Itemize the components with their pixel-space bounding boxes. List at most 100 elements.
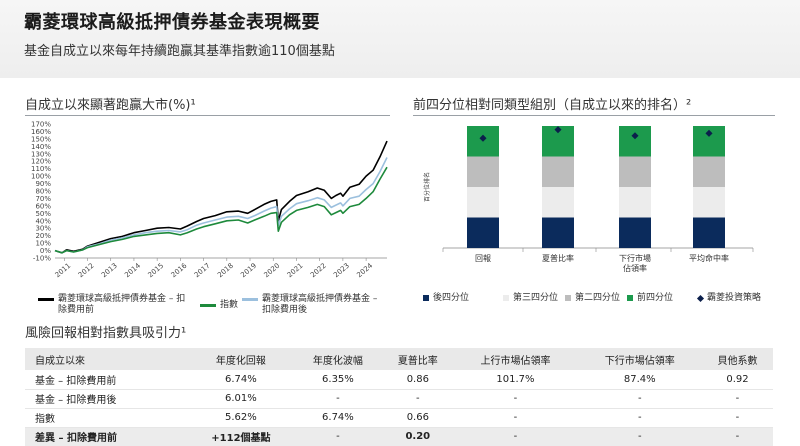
legend-swatch-index bbox=[200, 304, 216, 307]
series-line bbox=[54, 166, 388, 254]
bar-segment bbox=[619, 217, 651, 248]
y-tick-label: 40% bbox=[35, 217, 51, 225]
table-cell: 5.62% bbox=[188, 408, 294, 428]
table-cell: 6.35% bbox=[293, 370, 383, 390]
table-row: 基金 – 扣除費用後 6.01% - - - - - bbox=[25, 389, 773, 409]
legend-swatch-fund-gross bbox=[38, 298, 54, 301]
bar-segment bbox=[467, 187, 499, 218]
bar-chart-title: 前四分位相對同類型組別（自成立以來的排名）² bbox=[413, 98, 692, 113]
x-tick-label: 2024 bbox=[355, 261, 374, 279]
legend-label-q-bottom: 後四分位 bbox=[433, 293, 470, 303]
table-cell: 0.92 bbox=[701, 370, 773, 390]
legend-label-q-top: 前四分位 bbox=[637, 293, 674, 303]
y-tick-label: 100% bbox=[31, 173, 51, 181]
x-tick-label: 2019 bbox=[239, 262, 258, 280]
table-header: 年度化波幅 bbox=[293, 348, 383, 370]
table-cell: - bbox=[382, 389, 454, 409]
y-tick-label: 120% bbox=[31, 158, 51, 166]
bar-segment bbox=[619, 126, 651, 157]
table-cell: 基金 – 扣除費用後 bbox=[25, 389, 189, 409]
y-tick-label: 20% bbox=[35, 232, 51, 240]
category-label: 下行市場 bbox=[619, 253, 651, 263]
x-tick-label: 2012 bbox=[77, 262, 96, 280]
x-tick-label: 2016 bbox=[170, 261, 189, 279]
strategy-marker bbox=[554, 126, 562, 134]
legend-diamond-icon bbox=[696, 294, 705, 303]
legend-label-fund-gross: 霸菱環球高級抵押債券基金 – 扣除費用前 bbox=[58, 294, 186, 315]
table-header: 貝他系數 bbox=[701, 348, 773, 370]
category-label: 佔領率 bbox=[623, 263, 647, 273]
table-cell: - bbox=[453, 389, 578, 409]
legend-marker: 霸菱投資策略 bbox=[696, 293, 761, 304]
category-label: 平均命中率 bbox=[689, 253, 729, 263]
legend-swatch-q-bottom bbox=[423, 295, 429, 301]
x-tick-label: 2021 bbox=[286, 262, 305, 280]
x-tick-label: 2015 bbox=[146, 262, 165, 280]
legend-label-index: 指數 bbox=[220, 300, 239, 310]
series-line bbox=[54, 140, 388, 254]
y-tick-label: 0% bbox=[40, 247, 51, 255]
category-label: 回報 bbox=[475, 254, 491, 263]
strategy-marker bbox=[631, 132, 639, 140]
y-tick-label: 70% bbox=[35, 195, 51, 203]
table-header: 下行市場佔領率 bbox=[577, 348, 702, 370]
legend-q-third: 第三四分位 bbox=[503, 293, 558, 304]
legend-q-second: 第二四分位 bbox=[565, 293, 620, 304]
bar-segment bbox=[619, 187, 651, 218]
table-header: 自成立以來 bbox=[25, 348, 189, 370]
strategy-marker bbox=[705, 129, 713, 137]
page-subtitle: 基金自成立以來每年持續跑贏其基準指數逾110個基點 bbox=[24, 44, 335, 59]
line-chart-divider bbox=[25, 115, 390, 116]
x-tick-label: 2014 bbox=[123, 261, 142, 279]
table-row: 指數 5.62% 6.74% 0.66 - - - bbox=[25, 408, 773, 428]
y-tick-label: 170% bbox=[31, 121, 51, 129]
table-cell: - bbox=[453, 427, 578, 446]
legend-label-q-second: 第二四分位 bbox=[575, 293, 621, 303]
table-cell: 6.01% bbox=[188, 389, 294, 409]
bar-segment bbox=[542, 187, 574, 218]
table-cell: - bbox=[701, 408, 773, 428]
table-cell: 87.4% bbox=[577, 370, 702, 390]
y-axis-label: 百分位排名 bbox=[423, 172, 431, 202]
legend-fund-net: 霸菱環球高級抵押債券基金 – 扣除費用後 bbox=[242, 294, 382, 316]
y-tick-label: 150% bbox=[31, 135, 51, 143]
table-row-difference: 差異 – 扣除費用前 +112個基點 - 0.20 - - - bbox=[25, 427, 773, 446]
table-cell: - bbox=[293, 389, 383, 409]
y-tick-label: 80% bbox=[35, 188, 51, 196]
y-tick-label: -10% bbox=[33, 255, 51, 263]
header: 霸菱環球高級抵押債券基金表現概要 基金自成立以來每年持續跑贏其基準指數逾110個… bbox=[0, 0, 800, 78]
bar-segment bbox=[619, 156, 651, 187]
bar-segment bbox=[693, 217, 725, 248]
line-chart: -10%0%10%20%30%40%50%60%70%80%90%100%110… bbox=[31, 121, 388, 280]
table-cell: 0.20 bbox=[382, 427, 454, 446]
y-tick-label: 130% bbox=[31, 150, 51, 158]
legend-swatch-q-top bbox=[627, 295, 633, 301]
table-cell: +112個基點 bbox=[188, 427, 294, 446]
legend-swatch-q-second bbox=[565, 295, 571, 301]
y-tick-label: 50% bbox=[35, 210, 51, 218]
table-cell: - bbox=[701, 389, 773, 409]
table-header-row: 自成立以來 年度化回報 年度化波幅 夏普比率 上行市場佔領率 下行市場佔領率 貝… bbox=[25, 348, 773, 370]
y-tick-label: 30% bbox=[35, 225, 51, 233]
table-cell: - bbox=[701, 427, 773, 446]
bar-segment bbox=[542, 217, 574, 248]
legend-swatch-q-third bbox=[503, 295, 509, 301]
table-cell: - bbox=[577, 408, 702, 428]
x-tick-label: 2013 bbox=[100, 262, 119, 280]
legend-label-q-third: 第三四分位 bbox=[513, 293, 559, 303]
category-label: 夏普比率 bbox=[542, 253, 574, 263]
y-tick-label: 110% bbox=[31, 165, 51, 173]
legend-swatch-fund-net bbox=[242, 298, 258, 301]
table-cell: - bbox=[293, 427, 383, 446]
table-cell: - bbox=[577, 389, 702, 409]
y-tick-label: 140% bbox=[31, 143, 51, 151]
legend-label-fund-net: 霸菱環球高級抵押債券基金 – 扣除費用後 bbox=[262, 294, 378, 315]
y-tick-label: 10% bbox=[35, 240, 51, 248]
legend-fund-gross: 霸菱環球高級抵押債券基金 – 扣除費用前 bbox=[38, 294, 188, 316]
y-tick-label: 160% bbox=[31, 128, 51, 136]
x-tick-label: 2017 bbox=[193, 262, 212, 280]
strategy-marker bbox=[479, 134, 487, 142]
y-tick-label: 60% bbox=[35, 202, 51, 210]
page-title: 霸菱環球高級抵押債券基金表現概要 bbox=[24, 12, 320, 33]
